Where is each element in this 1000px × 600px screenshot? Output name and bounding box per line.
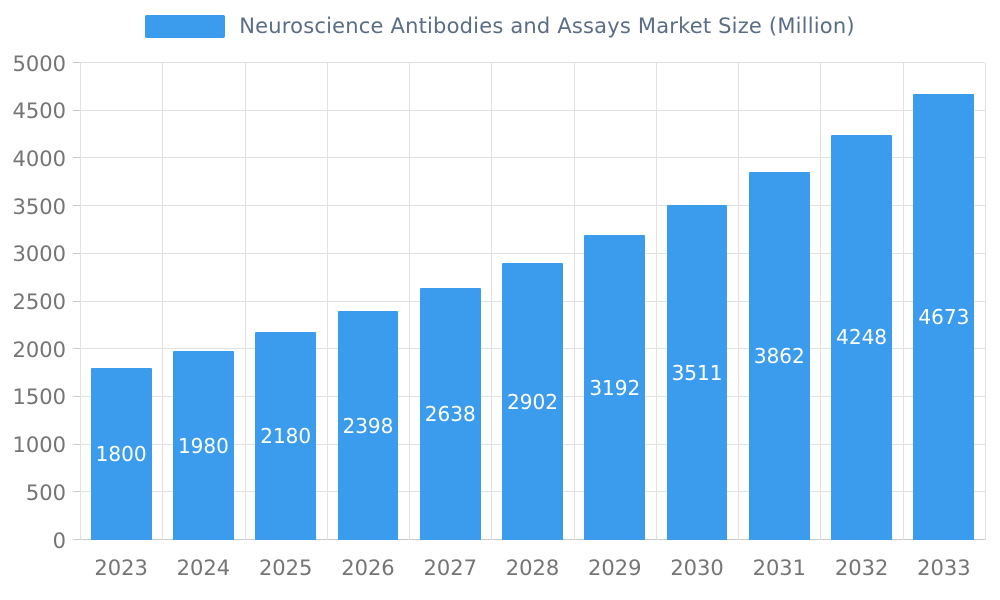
gridline-vertical (409, 63, 411, 540)
bar-2033[interactable]: 4673 (913, 94, 975, 540)
gridline-vertical (573, 63, 575, 540)
gridline-vertical (738, 63, 740, 540)
gridline-vertical (80, 63, 81, 540)
plot-area: 0 500 1000 1500 2000 2500 3000 3500 4000 4500 5000… (13, 52, 986, 580)
y-tick-mark (73, 443, 80, 445)
gridline-vertical (244, 63, 246, 540)
y-tick-mark (73, 252, 80, 254)
bar-value-label: 2180 (260, 424, 312, 449)
legend[interactable]: Neuroscience Antibodies and Assays Marke… (0, 14, 1000, 38)
y-tick-mark (73, 300, 80, 302)
x-tick-label: 2031 (752, 556, 807, 580)
gridline-vertical (902, 63, 904, 540)
x-tick-label: 2029 (588, 556, 642, 580)
x-tick-label: 2024 (176, 556, 231, 580)
bar-value-label: 2638 (424, 402, 476, 427)
gridline-vertical (820, 63, 822, 540)
y-tick-mark (73, 157, 80, 159)
gridline-horizontal (80, 62, 985, 63)
bar-2031[interactable]: 3862 (748, 171, 810, 540)
gridline-vertical (162, 63, 164, 540)
bar-2029[interactable]: 3192 (584, 235, 646, 540)
bar-value-label: 3192 (589, 375, 641, 400)
gridline-vertical (326, 63, 328, 540)
y-tick-label: 4500 (12, 99, 66, 124)
y-tick-mark (73, 205, 80, 207)
chart-title: Neuroscience Antibodies and Assays Marke… (239, 14, 855, 38)
bar-value-label: 4248 (836, 325, 888, 350)
x-tick-label: 2023 (94, 556, 148, 580)
y-tick-label: 3000 (12, 242, 66, 267)
y-tick-label: 5000 (12, 51, 66, 76)
bar-2025[interactable]: 2180 (255, 332, 317, 540)
x-tick-label: 2033 (917, 556, 971, 580)
legend-swatch[interactable] (145, 14, 226, 38)
bar-2026[interactable]: 2398 (337, 311, 399, 540)
gridline-horizontal (80, 157, 985, 159)
gridline-horizontal (80, 109, 985, 111)
bar-value-label: 1980 (177, 433, 229, 458)
bar-value-label: 3511 (671, 360, 723, 385)
bar-2024[interactable]: 1980 (172, 351, 234, 540)
x-tick-label: 2026 (341, 556, 395, 580)
y-tick-mark (73, 539, 80, 540)
x-tick-label: 2027 (423, 556, 477, 580)
bar-value-label: 2398 (342, 413, 394, 438)
y-tick-label: 3500 (12, 194, 66, 219)
y-tick-mark (73, 62, 80, 63)
gridline-vertical (985, 63, 986, 540)
y-tick-label: 1000 (12, 433, 66, 458)
y-tick-mark (73, 109, 80, 111)
x-tick-label: 2030 (670, 556, 724, 580)
gridline-horizontal (80, 205, 985, 207)
bar-value-label: 1800 (95, 442, 147, 467)
y-tick-mark (73, 395, 80, 397)
bar-2023[interactable]: 1800 (90, 368, 152, 540)
gridline-vertical (491, 63, 493, 540)
y-tick-label: 2500 (12, 290, 66, 314)
gridline-horizontal (80, 252, 985, 254)
bar-2030[interactable]: 3511 (666, 205, 728, 540)
bar-value-label: 3862 (753, 343, 805, 368)
x-tick-label: 2025 (258, 556, 313, 580)
bar-2027[interactable]: 2638 (419, 288, 481, 540)
bar-2032[interactable]: 4248 (831, 134, 893, 540)
y-tick-mark (73, 491, 80, 493)
y-tick-label: 500 (25, 480, 66, 505)
y-tick-label: 2000 (12, 337, 66, 362)
bar-value-label: 4673 (918, 305, 970, 330)
y-tick-label: 1500 (12, 385, 66, 410)
y-tick-label: 4000 (12, 146, 66, 171)
x-tick-label: 2028 (505, 556, 560, 580)
y-tick-label: 0 (52, 528, 66, 553)
x-tick-label: 2032 (834, 556, 889, 580)
gridline-vertical (655, 63, 657, 540)
bar-2028[interactable]: 2902 (502, 263, 563, 540)
y-tick-mark (73, 348, 80, 350)
bar-value-label: 2902 (507, 389, 558, 414)
